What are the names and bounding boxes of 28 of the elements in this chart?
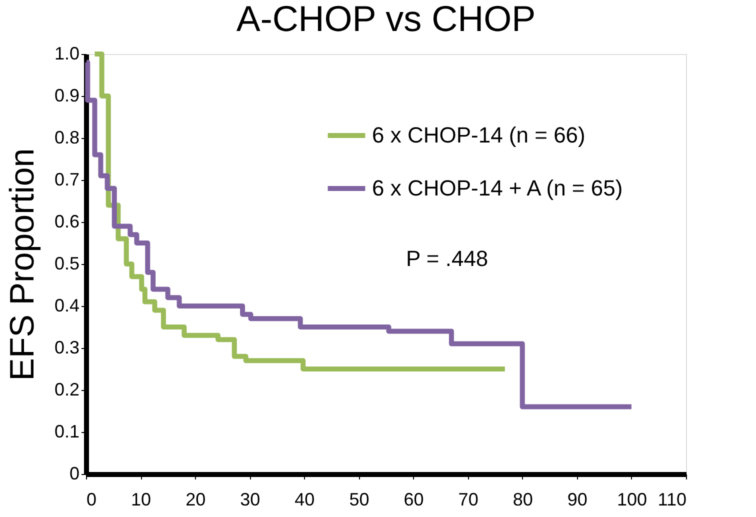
y-tick-label: 0.4 [54, 296, 80, 316]
x-tick-label: 40 [294, 490, 315, 510]
x-tick-label: 30 [240, 490, 260, 510]
x-tick-label: 80 [512, 490, 533, 510]
x-tick-label: 70 [458, 490, 478, 510]
x-tick-label: 20 [186, 490, 206, 510]
x-tick-label: 110 [658, 490, 686, 510]
legend-label: 6 x CHOP-14 (n = 66) [372, 122, 586, 148]
legend-label: 6 x CHOP-14 + A (n = 65) [372, 176, 623, 200]
annotation: P = .448 [406, 246, 488, 271]
x-tick-label: 50 [349, 490, 370, 510]
y-tick-label: 0.3 [54, 338, 80, 358]
y-tick-label: 0 [69, 464, 80, 484]
y-tick-label: 0.1 [54, 422, 80, 442]
y-tick-label: 0.5 [54, 254, 80, 274]
y-tick-label: 0.9 [54, 86, 80, 106]
x-tick-label: 90 [567, 490, 588, 510]
x-tick-label: 10 [131, 490, 152, 510]
y-tick-label: 0.2 [54, 380, 80, 400]
y-tick-label: 0.8 [54, 128, 80, 148]
y-tick-label: 0.7 [54, 170, 80, 190]
y-tick-label: 0.6 [54, 212, 80, 232]
x-tick-label: 60 [404, 490, 424, 510]
x-tick-label: 100 [616, 490, 647, 510]
x-tick-label: 0 [86, 490, 97, 510]
y-tick-label: 1.0 [54, 44, 80, 64]
chart-title: A-CHOP vs CHOP [236, 0, 536, 39]
y-axis-title: EFS Proportion [3, 148, 42, 381]
